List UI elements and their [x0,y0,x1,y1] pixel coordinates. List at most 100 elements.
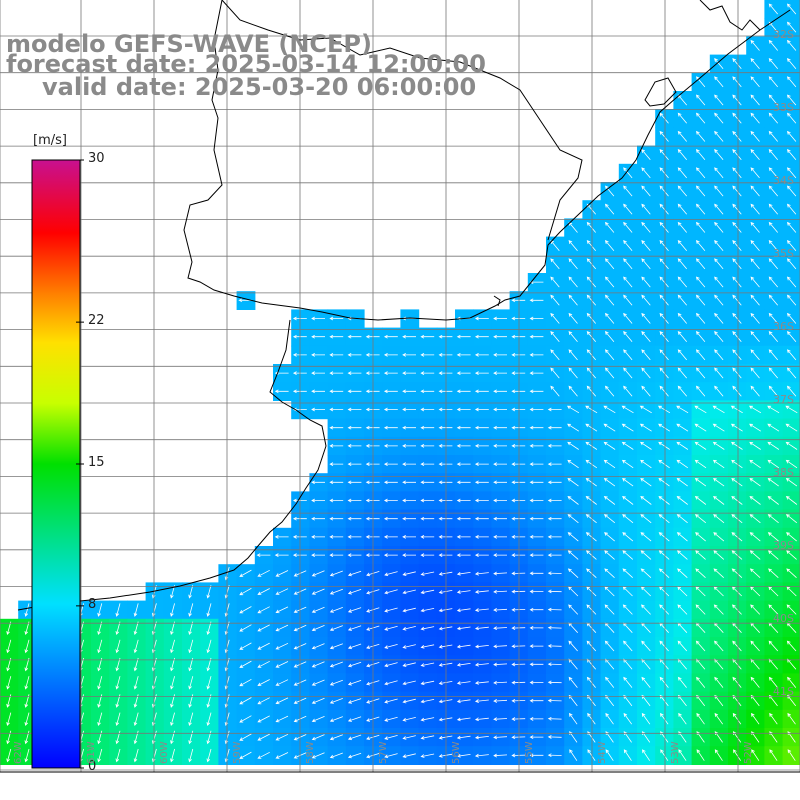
wind-arrow [567,459,579,469]
wind-arrow [420,444,435,448]
wind-arrow [659,185,669,197]
wind-arrow [767,550,779,560]
wind-arrow [275,661,289,668]
wind-arrow [677,185,688,197]
wind-cell [254,618,274,638]
wind-arrow [402,334,416,339]
wind-arrow [731,478,743,487]
wind-arrow [115,603,121,617]
wind-arrow [188,712,194,727]
wind-arrow [456,662,471,667]
wind-arrow [786,331,797,342]
wind-arrow [713,495,725,505]
wind-arrow [402,735,416,740]
wind-arrow [768,112,779,124]
coastline-argentina [17,319,327,611]
wind-arrow [383,334,398,339]
wind-arrow [714,640,724,652]
wind-arrow [732,76,742,88]
wind-arrow [456,371,471,375]
wind-cell [782,218,800,238]
wind-arrow [474,589,489,594]
wind-arrow [311,697,325,704]
wind-arrow [750,130,760,142]
wind-arrow [97,676,103,690]
wind-arrow [623,312,633,324]
wind-arrow [97,712,103,727]
wind-arrow [750,367,760,379]
wind-arrow [567,495,579,505]
wind-arrow [604,640,615,652]
wind-arrow [677,349,688,361]
wind-arrow [402,389,416,394]
wind-arrow [750,331,760,342]
wind-arrow [402,480,416,485]
wind-arrow [659,276,669,288]
wind-arrow [311,570,325,577]
wind-arrow [347,389,362,394]
wind-cell [236,673,256,693]
wind-arrow [133,712,139,727]
wind-arrow [768,58,779,69]
latitude-label: 32S [773,28,794,41]
wind-arrow [732,349,742,361]
wind-arrow [768,367,779,379]
wind-arrow [347,643,362,650]
colorbar [31,159,81,769]
latitude-label: 33S [773,101,794,114]
wind-arrow [567,514,579,524]
wind-arrow [641,331,651,342]
wind-arrow [695,130,706,142]
longitude-label: 56W [451,741,462,764]
wind-arrow [568,312,578,324]
wind-arrow [676,423,689,432]
wind-arrow [640,568,652,578]
wind-arrow [547,589,562,594]
wind-cell [782,0,800,19]
wind-arrow [311,752,325,759]
wind-cell [782,746,800,765]
wind-arrow [659,240,669,251]
wind-arrow [786,276,797,288]
wind-arrow [474,353,489,357]
wind-arrow [713,514,725,524]
wind-arrow [786,112,797,124]
wind-arrow [768,331,779,342]
wind-arrow [256,553,271,557]
colorbar-tick-label: 30 [88,151,105,166]
wind-arrow [456,516,471,521]
wind-arrow [696,749,705,761]
wind-arrow [695,258,706,270]
wind-arrow [732,112,742,124]
wind-arrow [750,586,761,597]
wind-arrow [420,626,435,631]
wind-arrow [750,676,760,688]
wind-arrow [239,624,252,632]
wind-arrow [603,459,616,469]
wind-arrow [603,478,616,487]
wind-arrow [456,353,471,357]
wind-arrow [402,589,416,595]
wind-arrow [677,676,687,688]
wind-arrow [275,642,289,650]
wind-arrow [456,735,471,740]
wind-arrow [731,586,742,597]
wind-arrow [712,459,725,469]
wind-arrow [529,626,544,630]
wind-arrow [586,331,597,342]
wind-arrow [695,568,706,578]
wind-arrow [768,130,779,142]
wind-arrow [676,441,689,450]
wind-arrow [604,276,615,288]
wind-arrow [732,203,742,215]
wind-arrow [402,407,416,412]
wind-arrow [24,676,30,690]
wind-arrow [384,589,398,595]
wind-arrow [586,568,597,578]
wind-arrow [456,462,471,466]
wind-arrow [550,349,560,361]
wind-arrow [587,712,596,725]
wind-arrow [402,553,416,557]
wind-arrow [768,221,779,233]
wind-arrow [6,676,12,690]
